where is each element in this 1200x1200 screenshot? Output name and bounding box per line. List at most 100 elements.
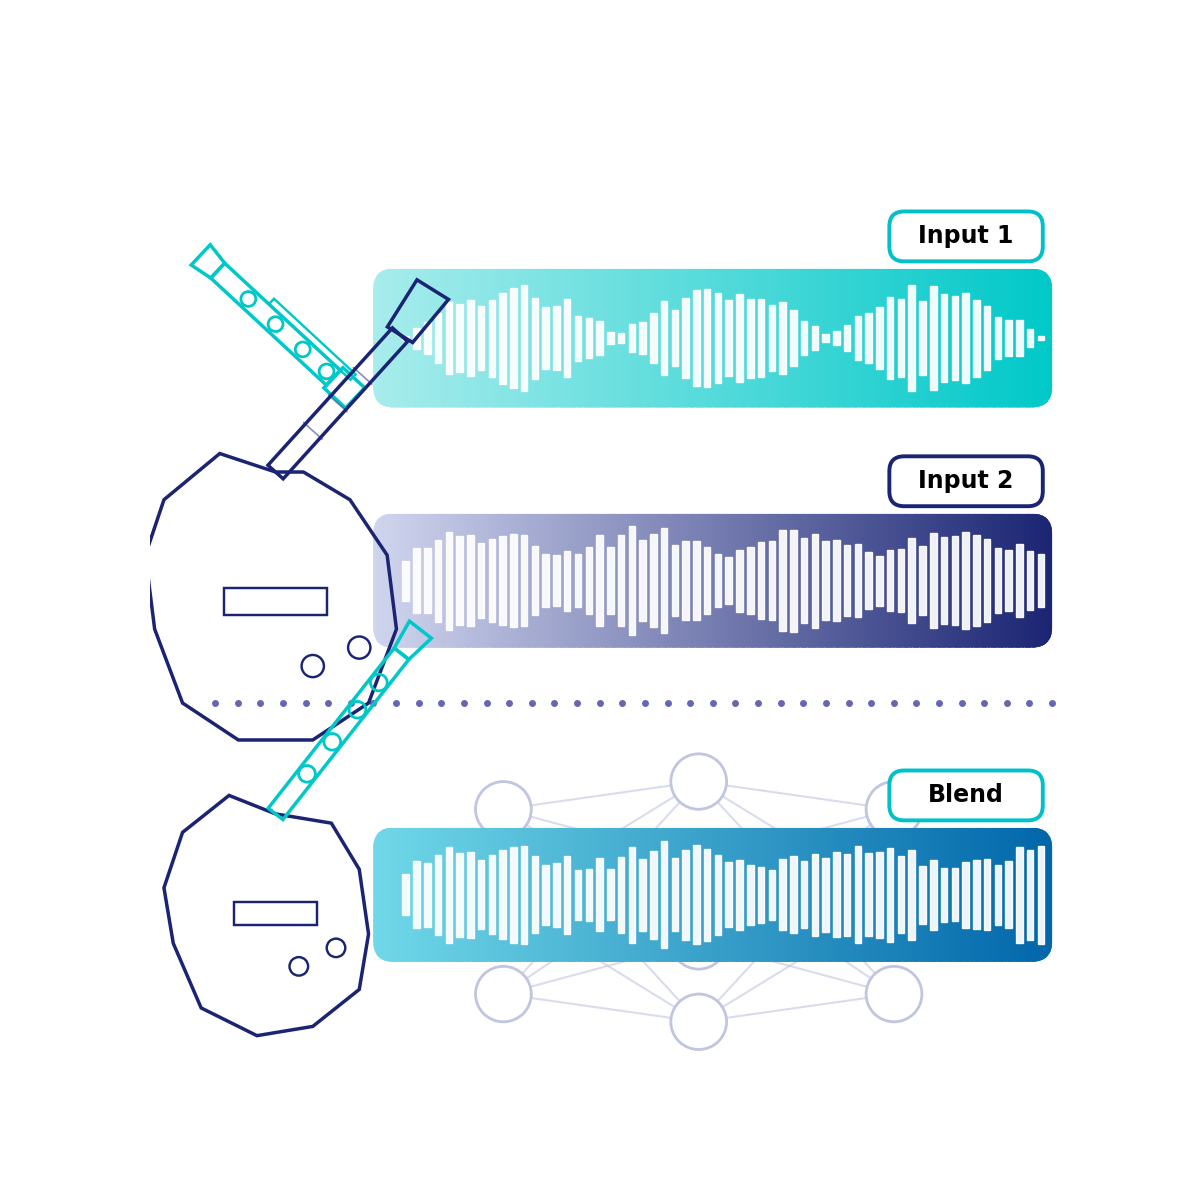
- Bar: [1012, 514, 1016, 648]
- Bar: [564, 551, 570, 611]
- Bar: [700, 828, 704, 961]
- Bar: [407, 269, 413, 407]
- Bar: [811, 514, 816, 648]
- Bar: [886, 828, 892, 961]
- Bar: [434, 854, 442, 935]
- Bar: [800, 269, 806, 407]
- Bar: [427, 828, 433, 961]
- Bar: [1038, 554, 1044, 607]
- Bar: [950, 828, 955, 961]
- Bar: [570, 828, 575, 961]
- Bar: [1028, 269, 1033, 407]
- Bar: [566, 828, 572, 961]
- Bar: [787, 514, 792, 648]
- Bar: [878, 514, 884, 648]
- Bar: [908, 286, 916, 391]
- Bar: [488, 539, 496, 622]
- Bar: [822, 541, 829, 620]
- Bar: [394, 269, 398, 407]
- Bar: [804, 828, 810, 961]
- Bar: [611, 269, 616, 407]
- Bar: [715, 293, 721, 383]
- Bar: [598, 514, 602, 648]
- Bar: [886, 269, 892, 407]
- Bar: [778, 828, 782, 961]
- Bar: [563, 269, 569, 407]
- Bar: [980, 269, 986, 407]
- Bar: [706, 514, 712, 648]
- Bar: [893, 269, 898, 407]
- Bar: [964, 514, 970, 648]
- Bar: [1038, 846, 1044, 944]
- Bar: [444, 269, 450, 407]
- Bar: [848, 828, 853, 961]
- Bar: [844, 545, 851, 617]
- Bar: [917, 269, 922, 407]
- Bar: [964, 269, 970, 407]
- Bar: [566, 514, 572, 648]
- Bar: [887, 848, 894, 942]
- Bar: [926, 514, 931, 648]
- Bar: [614, 828, 619, 961]
- Bar: [550, 514, 554, 648]
- Bar: [618, 269, 623, 407]
- Bar: [488, 514, 494, 648]
- Bar: [1027, 329, 1033, 348]
- Bar: [930, 269, 935, 407]
- Bar: [629, 847, 635, 943]
- Bar: [462, 514, 467, 648]
- Bar: [380, 269, 385, 407]
- Bar: [1001, 514, 1007, 648]
- Bar: [790, 310, 797, 366]
- Bar: [852, 514, 857, 648]
- Bar: [557, 514, 562, 648]
- Bar: [464, 269, 470, 407]
- Bar: [431, 269, 436, 407]
- Bar: [988, 828, 992, 961]
- Bar: [521, 286, 528, 391]
- Bar: [521, 535, 528, 625]
- Bar: [401, 269, 406, 407]
- Circle shape: [475, 966, 532, 1022]
- Bar: [958, 269, 962, 407]
- Bar: [456, 853, 463, 937]
- Bar: [553, 269, 558, 407]
- Bar: [906, 269, 911, 407]
- Bar: [1038, 828, 1044, 961]
- Bar: [1018, 269, 1024, 407]
- Bar: [601, 828, 606, 961]
- Bar: [1032, 828, 1037, 961]
- Bar: [472, 828, 476, 961]
- Bar: [496, 514, 500, 648]
- Bar: [520, 514, 524, 648]
- Bar: [856, 828, 860, 961]
- Bar: [869, 269, 874, 407]
- Bar: [906, 514, 911, 648]
- Bar: [991, 514, 996, 648]
- Bar: [898, 550, 905, 612]
- Bar: [553, 556, 559, 606]
- Bar: [451, 269, 456, 407]
- Bar: [713, 269, 718, 407]
- Bar: [676, 828, 680, 961]
- Bar: [865, 552, 872, 610]
- Bar: [397, 514, 402, 648]
- Bar: [550, 828, 554, 961]
- Bar: [768, 306, 775, 371]
- Bar: [661, 514, 667, 648]
- Bar: [533, 514, 538, 648]
- Bar: [845, 828, 851, 961]
- Bar: [611, 828, 616, 961]
- Bar: [784, 828, 790, 961]
- Bar: [601, 514, 606, 648]
- Bar: [455, 269, 460, 407]
- Bar: [458, 514, 463, 648]
- Bar: [401, 514, 406, 648]
- Bar: [587, 514, 593, 648]
- Bar: [467, 300, 474, 376]
- Bar: [394, 514, 398, 648]
- Bar: [768, 541, 775, 620]
- Bar: [672, 269, 677, 407]
- Bar: [757, 866, 764, 923]
- Bar: [899, 269, 905, 407]
